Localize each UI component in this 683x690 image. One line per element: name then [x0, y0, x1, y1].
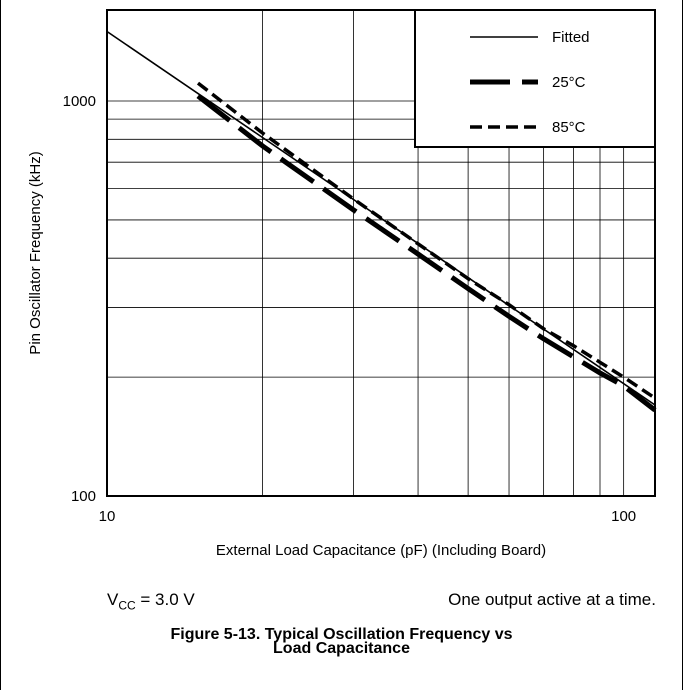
vcc-note: VCC = 3.0 V	[107, 590, 195, 612]
y-tick-label: 1000	[63, 93, 96, 110]
x-tick-label: 10	[99, 508, 116, 525]
legend-label-2: 25°C	[552, 74, 586, 91]
page-border-left	[0, 0, 1, 690]
x-tick-label: 100	[611, 508, 636, 525]
y-tick-label: 100	[71, 488, 96, 505]
figure-caption: Figure 5-13. Typical Oscillation Frequen…	[0, 626, 683, 657]
legend-label-3: 85°C	[552, 119, 586, 136]
series-line-1	[106, 30, 656, 406]
active-output-note: One output active at a time.	[448, 590, 656, 609]
legend-box	[414, 9, 656, 148]
y-axis-label: Pin Oscillator Frequency (kHz)	[27, 151, 44, 354]
x-axis-label: External Load Capacitance (pF) (Includin…	[216, 542, 546, 559]
series-lines	[106, 30, 657, 413]
legend: Fitted 25°C 85°C	[414, 9, 656, 148]
series-line-2	[196, 94, 657, 413]
vcc-value: = 3.0 V	[135, 590, 195, 609]
vcc-prefix: V	[107, 590, 119, 609]
caption-line-2: Load Capacitance	[273, 640, 410, 657]
plot-border	[106, 9, 656, 497]
caption-line-1: Figure 5-13. Typical Oscillation Frequen…	[170, 626, 513, 643]
legend-label-1: Fitted	[552, 29, 590, 46]
vcc-subscript: CC	[118, 598, 136, 613]
